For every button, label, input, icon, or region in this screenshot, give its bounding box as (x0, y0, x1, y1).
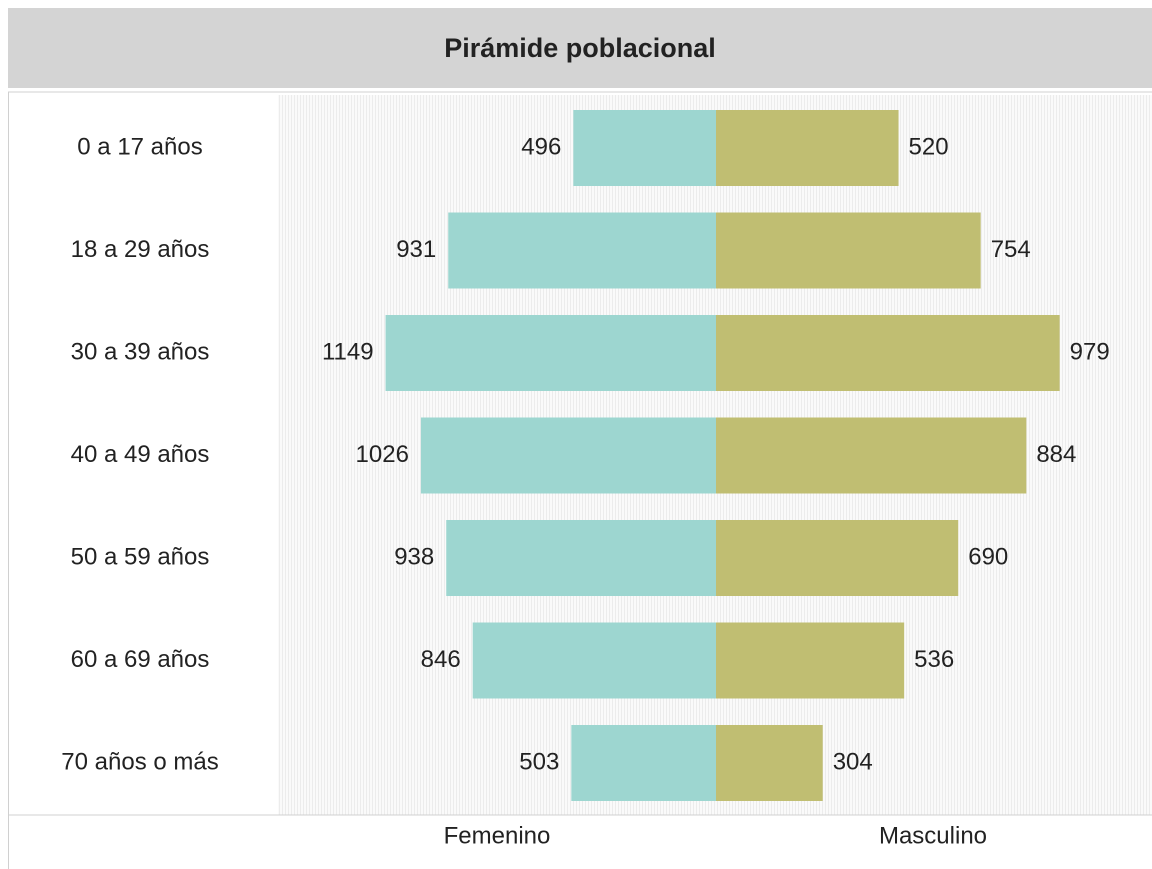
value-label: 979 (1070, 338, 1110, 365)
bar (385, 315, 716, 391)
value-label: 938 (394, 543, 434, 570)
bar (420, 417, 716, 494)
value-label: 690 (968, 543, 1008, 570)
legend-label: Masculino (879, 822, 987, 849)
bar (716, 315, 1060, 391)
bar (716, 110, 899, 186)
value-label: 503 (519, 748, 559, 775)
category-label: 50 a 59 años (71, 543, 210, 570)
value-label: 1149 (322, 338, 374, 365)
value-label: 536 (914, 646, 954, 673)
bar (446, 520, 716, 596)
title-bar (8, 8, 1152, 88)
value-label: 520 (909, 133, 949, 160)
category-label: 40 a 49 años (71, 441, 210, 468)
category-label: 0 a 17 años (77, 133, 202, 160)
bar (472, 622, 716, 699)
value-label: 931 (396, 236, 436, 263)
bar (448, 212, 716, 289)
category-label: 30 a 39 años (71, 338, 210, 365)
value-label: 1026 (356, 441, 409, 468)
bar (716, 212, 981, 289)
bar (716, 417, 1027, 494)
value-label: 496 (521, 133, 561, 160)
category-label: 18 a 29 años (71, 236, 210, 263)
value-label: 846 (421, 646, 461, 673)
bar (716, 520, 959, 596)
value-label: 884 (1036, 441, 1076, 468)
bar (716, 725, 823, 801)
bar (573, 110, 716, 186)
value-label: 304 (833, 748, 873, 775)
value-label: 754 (991, 236, 1031, 263)
category-label: 70 años o más (61, 748, 218, 775)
chart-title: Pirámide poblacional (444, 33, 716, 63)
category-label: 60 a 69 años (71, 646, 210, 673)
bar (716, 622, 905, 699)
legend-label: Femenino (444, 822, 551, 849)
bar (571, 725, 716, 801)
